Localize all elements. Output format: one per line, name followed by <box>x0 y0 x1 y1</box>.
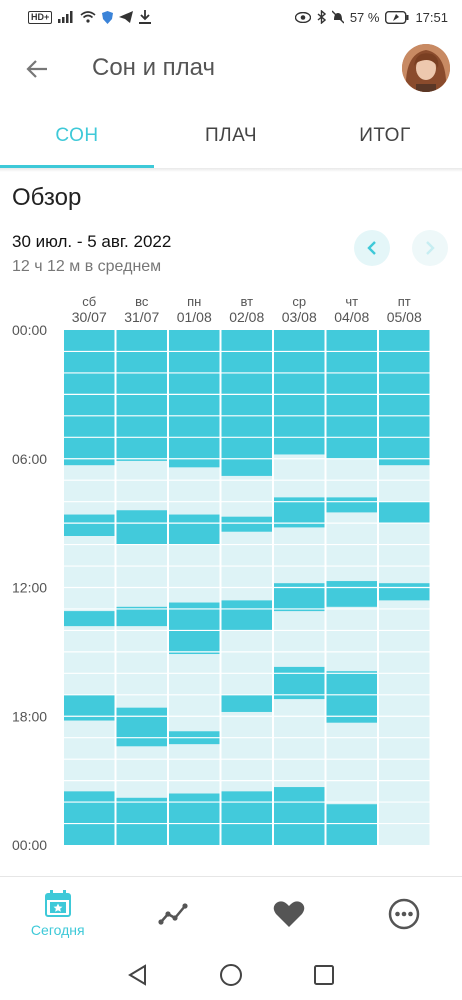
tab-sleep[interactable]: СОН <box>0 112 154 168</box>
shield-icon <box>102 10 114 24</box>
day-of-week-label: пт <box>398 294 411 309</box>
download-icon <box>139 10 152 24</box>
battery-percent: 57 % <box>349 9 380 25</box>
system-home-icon[interactable] <box>219 963 243 987</box>
sleep-segment[interactable] <box>116 797 168 845</box>
sleep-segment[interactable] <box>64 611 115 627</box>
status-right: 57 % 17:51 <box>294 9 448 25</box>
tab-summary[interactable]: ИТОГ <box>359 125 411 146</box>
eye-icon <box>294 11 311 23</box>
date-label: 31/07 <box>124 309 159 325</box>
calendar-star-icon <box>44 889 71 917</box>
y-tick-label: 18:00 <box>12 708 47 724</box>
bottom-nav: Сегодня <box>0 876 462 950</box>
telegram-icon <box>119 11 134 23</box>
sleep-segment[interactable] <box>116 606 168 627</box>
sleep-segment[interactable] <box>326 804 378 845</box>
sleep-chart: 00:00 06:00 12:00 18:00 00:00 сб 30/07 вс 31/07 п… <box>0 290 462 865</box>
system-back-icon[interactable] <box>127 964 149 986</box>
date-label: 01/08 <box>177 309 212 325</box>
tab-crying[interactable]: ПЛАЧ <box>205 125 257 146</box>
previous-week-button[interactable] <box>354 230 390 266</box>
chevron-left-icon <box>367 241 376 255</box>
battery-icon <box>385 10 409 24</box>
system-recents-icon[interactable] <box>313 964 335 986</box>
sleep-segment[interactable] <box>169 793 220 846</box>
sleep-segment[interactable] <box>274 497 325 528</box>
sleep-segment[interactable] <box>64 330 115 466</box>
nav-favorites[interactable] <box>231 877 347 950</box>
y-tick-label: 06:00 <box>12 451 47 467</box>
sleep-segment[interactable] <box>221 791 273 845</box>
sleep-segment[interactable] <box>169 602 220 655</box>
arrow-left-icon <box>26 60 47 78</box>
day-of-week-label: вт <box>240 294 253 309</box>
trend-icon <box>158 902 188 925</box>
sleep-segment[interactable] <box>169 330 220 468</box>
average-sleep: 12 ч 12 м в среднем <box>12 258 162 275</box>
sleep-segment[interactable] <box>379 501 430 524</box>
page-title: Сон и плач <box>92 54 215 81</box>
more-icon <box>389 898 420 929</box>
sleep-segment[interactable] <box>274 787 325 845</box>
sleep-segment[interactable] <box>274 666 325 700</box>
day-of-week-label: вс <box>135 294 149 309</box>
tab-divider <box>0 168 462 172</box>
avatar-photo <box>402 44 450 92</box>
sleep-segment[interactable] <box>221 516 273 532</box>
day-of-week-label: сб <box>82 294 96 309</box>
day-of-week-label: пн <box>187 294 201 309</box>
sleep-segment[interactable] <box>64 514 115 536</box>
nav-today-label: Сегодня <box>30 921 85 938</box>
sleep-segment[interactable] <box>116 510 168 545</box>
y-tick-label: 00:00 <box>12 837 47 853</box>
clock: 17:51 <box>415 9 448 25</box>
sleep-segment[interactable] <box>379 583 430 601</box>
nav-today[interactable]: Сегодня <box>0 877 116 950</box>
status-left: HD+ <box>28 10 152 24</box>
sleep-segment[interactable] <box>116 330 168 461</box>
chevron-right-icon <box>426 241 435 255</box>
sleep-segment[interactable] <box>326 671 378 723</box>
sleep-segment[interactable] <box>169 514 220 545</box>
sleep-segment[interactable] <box>379 330 430 466</box>
signal-icon <box>58 11 73 23</box>
day-of-week-label: чт <box>345 294 358 309</box>
date-label: 30/07 <box>72 309 107 325</box>
tab-bar: СОН ПЛАЧ ИТОГ <box>0 112 462 168</box>
date-label: 04/08 <box>334 309 369 325</box>
wifi-icon <box>80 11 96 23</box>
sleep-segment[interactable] <box>221 694 273 712</box>
nav-more[interactable] <box>347 877 462 950</box>
date-label: 05/08 <box>387 309 422 325</box>
avatar[interactable] <box>402 44 450 92</box>
day-of-week-label: ср <box>292 294 306 309</box>
status-bar: HD+ 57 % 17:51 <box>0 0 462 34</box>
date-label: 02/08 <box>229 309 264 325</box>
date-range: 30 июл. - 5 авг. 2022 <box>12 232 172 251</box>
y-tick-label: 00:00 <box>12 322 47 338</box>
hd-icon: HD+ <box>28 10 53 24</box>
next-week-button[interactable] <box>412 230 448 266</box>
sleep-segment[interactable] <box>326 581 378 607</box>
sleep-segment[interactable] <box>221 330 273 476</box>
sleep-segment[interactable] <box>274 330 325 455</box>
date-label: 03/08 <box>282 309 317 325</box>
sleep-segment[interactable] <box>116 707 168 747</box>
app-bar: Сон и плач <box>0 40 462 98</box>
bluetooth-icon <box>317 10 326 24</box>
sleep-segment[interactable] <box>221 600 273 631</box>
nav-trends[interactable] <box>116 877 232 950</box>
overview-title: Обзор <box>12 184 82 211</box>
heart-icon <box>273 900 305 927</box>
sleep-segment[interactable] <box>326 497 378 513</box>
system-nav <box>0 950 462 1000</box>
back-button[interactable] <box>22 54 52 84</box>
mute-icon <box>331 10 344 24</box>
y-tick-label: 12:00 <box>12 580 47 596</box>
sleep-segment[interactable] <box>64 791 115 845</box>
